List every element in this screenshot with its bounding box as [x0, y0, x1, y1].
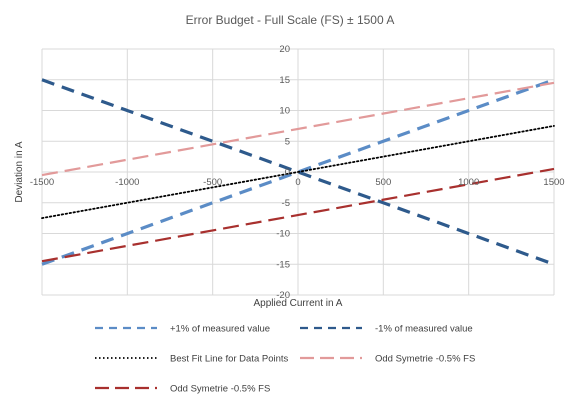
x-tick-label: 500	[375, 177, 391, 188]
y-tick-label: 5	[285, 136, 290, 147]
legend-label-4: Odd Symetrie -0.5% FS	[375, 354, 475, 365]
y-tick-label: -10	[276, 229, 290, 240]
x-axis-label: Applied Current in A	[254, 298, 343, 309]
x-tick-label: 1000	[458, 177, 479, 188]
series-line-4	[41, 81, 555, 177]
tick-labels: -20 -15 -10 -5 0 5 10 15 20 -1500 -1000 -500 0 500 100…	[30, 44, 565, 301]
y-tick-label: -5	[282, 198, 290, 209]
series-line-5	[41, 167, 555, 263]
series-line-3	[41, 125, 555, 220]
series-group	[41, 78, 555, 266]
x-tick-label: 0	[295, 177, 300, 188]
chart-title: Error Budget - Full Scale (FS) ± 1500 A	[186, 13, 395, 27]
legend-label-2: -1% of measured value	[375, 324, 473, 335]
y-tick-label: 10	[279, 106, 290, 117]
y-axis-label: Deviation in A	[14, 141, 25, 202]
y-tick-label: 0	[285, 167, 290, 178]
legend-label-5: Odd Symetrie -0.5% FS	[170, 384, 270, 395]
y-tick-label: -15	[276, 259, 290, 270]
series-line-1	[41, 78, 555, 266]
legend: +1% of measured value -1% of measured val…	[95, 324, 475, 395]
x-tick-label: 1500	[543, 177, 564, 188]
y-tick-label: 20	[279, 44, 290, 55]
series-line-2	[41, 78, 555, 266]
x-tick-label: -1000	[115, 177, 139, 188]
legend-label-1: +1% of measured value	[170, 324, 270, 335]
x-tick-label: -1500	[30, 177, 54, 188]
x-tick-label: -500	[203, 177, 222, 188]
y-tick-label: -20	[276, 290, 290, 301]
y-tick-label: 15	[279, 75, 290, 86]
legend-label-3: Best Fit Line for Data Points	[170, 354, 289, 365]
